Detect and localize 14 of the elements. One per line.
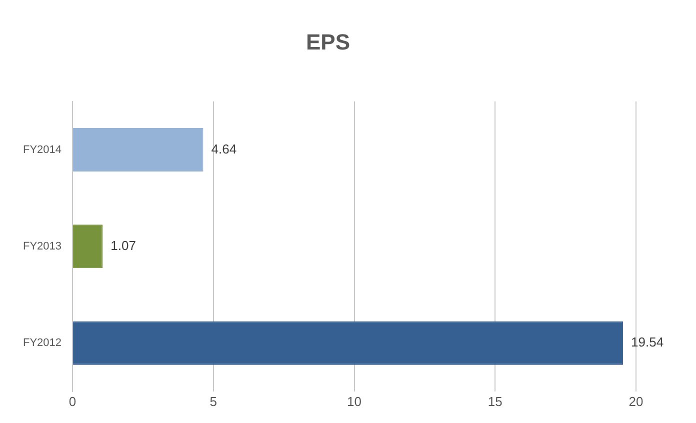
bar [73, 224, 103, 268]
bar [73, 321, 624, 365]
y-tick-label: FY2012 [22, 337, 62, 350]
data-label: 4.64 [211, 141, 237, 156]
x-tick-label: 0 [68, 394, 76, 409]
chart-title: EPS [306, 29, 350, 54]
x-tick-label: 10 [347, 394, 362, 409]
data-label: 1.07 [110, 238, 136, 253]
data-label: 19.54 [631, 334, 664, 350]
x-tick-label: 5 [210, 394, 218, 409]
x-tick-label: 20 [628, 394, 644, 409]
y-tick-label: FY2014 [22, 144, 62, 156]
x-tick-label: 15 [488, 394, 502, 409]
y-tick-label: FY2013 [22, 240, 62, 252]
